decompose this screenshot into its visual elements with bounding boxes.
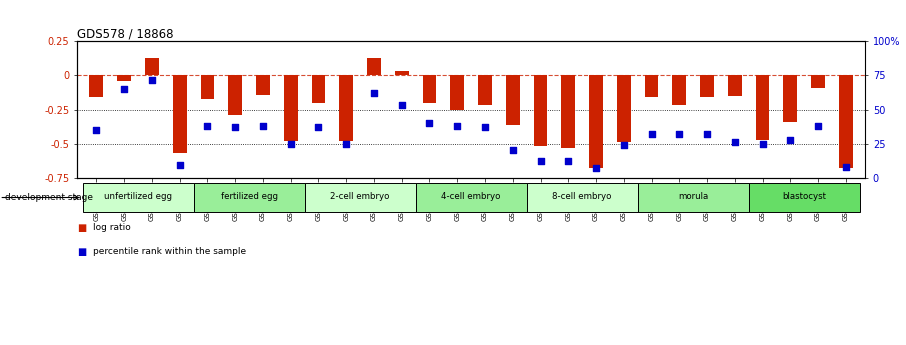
Bar bbox=[700, 76, 714, 97]
Point bbox=[589, 165, 603, 171]
Point bbox=[312, 125, 326, 130]
Text: ■: ■ bbox=[77, 247, 86, 257]
Bar bbox=[117, 76, 131, 81]
Point bbox=[783, 137, 797, 142]
Bar bbox=[617, 76, 631, 142]
Bar bbox=[173, 76, 187, 153]
FancyBboxPatch shape bbox=[638, 183, 748, 212]
Point bbox=[477, 125, 492, 130]
Point bbox=[422, 120, 437, 126]
Text: log ratio: log ratio bbox=[93, 223, 131, 232]
Text: GDS578 / 18868: GDS578 / 18868 bbox=[77, 27, 174, 40]
Bar bbox=[145, 58, 159, 76]
Point bbox=[284, 141, 298, 146]
Bar bbox=[589, 76, 603, 168]
Bar bbox=[284, 76, 298, 141]
Point bbox=[672, 131, 687, 137]
Text: 2-cell embryo: 2-cell embryo bbox=[331, 193, 390, 201]
Text: 4-cell embryo: 4-cell embryo bbox=[441, 193, 501, 201]
Point bbox=[839, 164, 853, 169]
Point bbox=[367, 90, 381, 96]
Bar bbox=[506, 76, 520, 125]
Text: ■: ■ bbox=[77, 223, 86, 233]
Bar bbox=[256, 76, 270, 95]
Text: morula: morula bbox=[678, 193, 708, 201]
Point bbox=[145, 77, 159, 82]
Bar bbox=[478, 76, 492, 106]
FancyBboxPatch shape bbox=[748, 183, 860, 212]
Bar bbox=[534, 76, 547, 146]
Bar bbox=[312, 76, 325, 103]
Bar bbox=[562, 76, 575, 148]
Bar bbox=[395, 71, 409, 76]
Bar bbox=[422, 76, 437, 103]
Bar bbox=[228, 76, 242, 115]
Text: percentile rank within the sample: percentile rank within the sample bbox=[93, 247, 246, 256]
FancyBboxPatch shape bbox=[82, 183, 194, 212]
Point bbox=[89, 127, 103, 133]
Bar bbox=[367, 58, 381, 76]
Point bbox=[172, 162, 187, 168]
Point bbox=[616, 142, 631, 148]
Point bbox=[200, 123, 215, 129]
Bar bbox=[200, 76, 215, 99]
FancyBboxPatch shape bbox=[416, 183, 526, 212]
Point bbox=[394, 103, 409, 108]
FancyBboxPatch shape bbox=[304, 183, 416, 212]
Point bbox=[117, 86, 131, 92]
Bar bbox=[728, 76, 742, 96]
Point bbox=[561, 159, 575, 164]
Point bbox=[506, 148, 520, 153]
Text: 8-cell embryo: 8-cell embryo bbox=[553, 193, 612, 201]
Point bbox=[756, 141, 770, 146]
Text: development stage: development stage bbox=[5, 193, 92, 202]
Point bbox=[255, 123, 270, 129]
Bar bbox=[839, 76, 853, 168]
FancyBboxPatch shape bbox=[194, 183, 304, 212]
Bar bbox=[784, 76, 797, 122]
Bar bbox=[339, 76, 353, 141]
Point bbox=[644, 131, 659, 137]
Text: blastocyst: blastocyst bbox=[782, 193, 826, 201]
Bar bbox=[90, 76, 103, 97]
Text: unfertilized egg: unfertilized egg bbox=[104, 193, 172, 201]
FancyBboxPatch shape bbox=[526, 183, 638, 212]
Point bbox=[450, 123, 465, 129]
Point bbox=[728, 139, 742, 145]
Bar bbox=[811, 76, 825, 88]
Point bbox=[699, 131, 714, 137]
Point bbox=[534, 159, 548, 164]
Point bbox=[228, 125, 243, 130]
Text: fertilized egg: fertilized egg bbox=[220, 193, 277, 201]
Bar bbox=[450, 76, 464, 110]
Bar bbox=[672, 76, 686, 106]
Bar bbox=[644, 76, 659, 97]
Point bbox=[339, 141, 353, 146]
Bar bbox=[756, 76, 769, 139]
Point bbox=[811, 123, 825, 129]
